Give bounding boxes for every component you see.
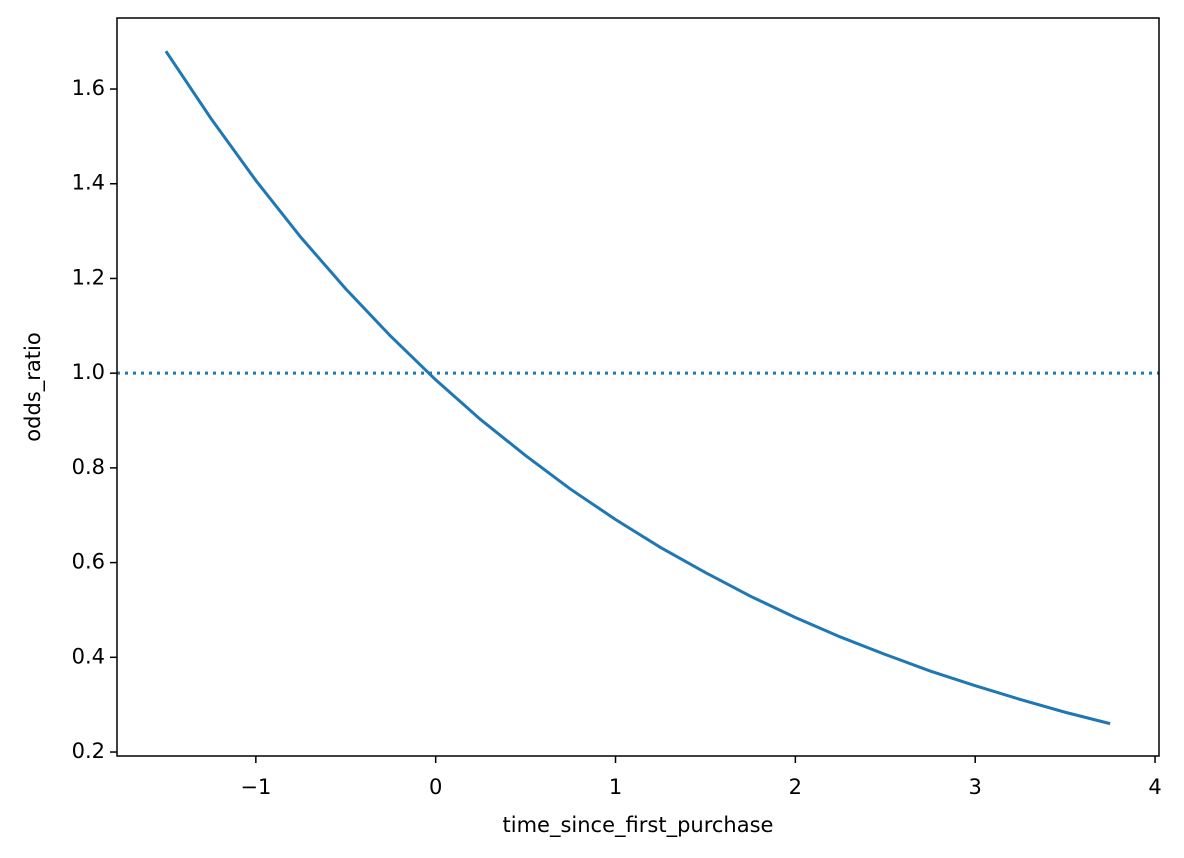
y-tick-label: 1.0 [72,360,105,384]
x-tick-label: 2 [789,775,802,799]
y-tick-label: 0.8 [72,455,105,479]
x-tick-label: 3 [969,775,982,799]
y-tick-label: 1.6 [72,76,105,100]
y-tick-label: 1.2 [72,265,105,289]
y-tick-label: 0.4 [72,644,105,668]
x-tick-label: 1 [609,775,622,799]
x-axis-label: time_since_first_purchase [503,813,774,838]
x-tick-label: −1 [240,775,271,799]
x-tick-label: 4 [1148,775,1161,799]
y-tick-label: 1.4 [72,171,105,195]
x-tick-label: 0 [429,775,442,799]
plot-frame [116,17,1160,757]
y-tick-label: 0.6 [72,550,105,574]
y-tick-label: 0.2 [72,739,105,763]
y-axis-label: odds_ratio [21,332,46,441]
data-line [164,50,1111,726]
